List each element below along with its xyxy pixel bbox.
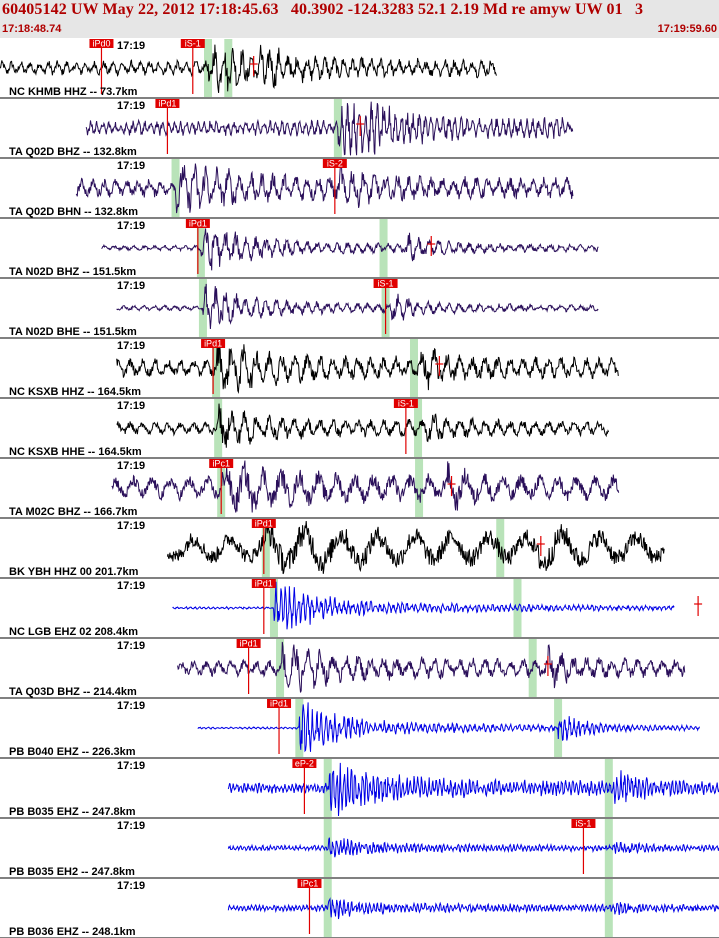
waveform-trace — [116, 283, 599, 330]
pick-box — [180, 39, 205, 48]
waveform-trace — [197, 702, 700, 753]
station-label: PB B035 EH2 -- 247.8km — [9, 866, 135, 878]
minute-label: 17:19 — [117, 820, 145, 832]
arrival-window — [379, 219, 388, 277]
waveform-trace — [75, 163, 574, 214]
minute-label: 17:19 — [117, 220, 145, 232]
pick-label: iPd1 — [255, 579, 273, 589]
pick-box — [373, 279, 398, 288]
minute-label: 17:19 — [117, 580, 145, 592]
pick-box — [393, 399, 418, 408]
waveform-trace — [111, 460, 620, 513]
waveform-trace — [172, 581, 675, 630]
pick-label: eP-2 — [295, 759, 314, 769]
pick-label: iPd1 — [255, 519, 273, 529]
arrival-window — [171, 159, 180, 217]
pick-label: iPd1 — [270, 699, 288, 709]
pick-box — [251, 579, 276, 588]
waveform-trace — [116, 343, 619, 395]
minute-label: 17:19 — [117, 160, 145, 172]
pick-label: iS-2 — [327, 159, 343, 169]
arrival-window — [415, 459, 424, 517]
station-label: TA Q03D BHZ -- 214.4km — [9, 686, 137, 698]
minute-label: 17:19 — [117, 700, 145, 712]
pick-box — [236, 639, 261, 648]
minute-label: 17:19 — [117, 760, 145, 772]
station-label: NC KHMB HHZ -- 73.7km — [9, 86, 138, 98]
minute-label: 17:19 — [117, 400, 145, 412]
minute-label: 17:19 — [117, 280, 145, 292]
station-label: TA Q02D BHN -- 132.8km — [9, 206, 138, 218]
pick-label: iPd0 — [92, 39, 110, 49]
waveform-trace — [177, 641, 686, 693]
pick-box — [297, 879, 322, 888]
pick-label: iPd1 — [158, 99, 176, 109]
minute-label: 17:19 — [117, 640, 145, 652]
pick-box — [571, 819, 596, 828]
pick-box — [251, 519, 276, 528]
pick-label: iS-1 — [185, 39, 201, 49]
event-title: 60405142 UW May 22, 2012 17:18:45.63 40.… — [2, 1, 644, 18]
minute-label: 17:19 — [117, 340, 145, 352]
station-label: NC KSXB HHE -- 164.5km — [9, 446, 142, 458]
pick-box — [89, 39, 114, 48]
pick-label: iPd1 — [240, 639, 258, 649]
arrival-window — [409, 339, 418, 397]
minute-label: 17:19 — [117, 520, 145, 532]
pick-label: iS-1 — [398, 399, 414, 409]
pick-box — [292, 759, 317, 768]
pick-label: iPd1 — [189, 219, 207, 229]
pick-label: iS-1 — [575, 819, 591, 829]
waveform-trace — [227, 762, 719, 817]
waveform-trace — [85, 101, 574, 156]
station-label: TA N02D BHE -- 151.5km — [9, 326, 137, 338]
station-label: PB B036 EHZ -- 248.1km — [9, 926, 136, 938]
waveform-trace — [166, 520, 665, 575]
station-label: NC LGB EHZ 02 208.4km — [9, 626, 138, 638]
pick-label: iPc1 — [301, 879, 319, 889]
minute-label: 17:19 — [117, 40, 145, 52]
seismogram-plot: iPd0 iS-1 17:19 NC KHMB HHZ -- 73.7km iPd1 17… — [0, 39, 719, 938]
station-label: PB B040 EHZ -- 226.3km — [9, 746, 136, 758]
station-label: TA M02C BHZ -- 166.7km — [9, 506, 138, 518]
waveform-trace — [101, 228, 599, 271]
arrival-window — [261, 519, 270, 577]
pick-box — [209, 459, 234, 468]
station-label: PB B035 EHZ -- 247.8km — [9, 806, 136, 818]
pick-box — [201, 339, 226, 348]
pick-label: iPc1 — [212, 459, 230, 469]
pick-box — [155, 99, 180, 108]
station-label: TA Q02D BHZ -- 132.8km — [9, 146, 137, 158]
pick-label: iS-1 — [378, 279, 394, 289]
arrival-window — [198, 279, 207, 337]
waveform-trace — [227, 897, 719, 920]
station-label: NC KSXB HHZ -- 164.5km — [9, 386, 141, 398]
pick-box — [322, 159, 347, 168]
waveform-trace — [116, 403, 610, 448]
arrival-window — [196, 219, 205, 277]
pick-box — [185, 219, 210, 228]
arrival-window — [513, 579, 522, 637]
arrival-window — [496, 519, 505, 577]
arrival-window — [214, 399, 223, 457]
minute-label: 17:19 — [117, 880, 145, 892]
station-label: BK YBH HHZ 00 201.7km — [9, 566, 139, 578]
window-start-time: 17:18:48.74 — [2, 23, 62, 35]
window-end-time: 17:19:59.60 — [657, 23, 717, 35]
minute-label: 17:19 — [117, 460, 145, 472]
minute-label: 17:19 — [117, 100, 145, 112]
arrival-window — [224, 39, 233, 97]
arrival-window — [269, 579, 278, 637]
pick-label: iPd1 — [204, 339, 222, 349]
pick-box — [267, 699, 292, 708]
station-label: TA N02D BHZ -- 151.5km — [9, 266, 136, 278]
waveform-trace — [0, 44, 497, 93]
arrival-window — [414, 399, 423, 457]
event-header: 60405142 UW May 22, 2012 17:18:45.63 40.… — [0, 0, 719, 38]
waveform-trace — [227, 837, 719, 858]
